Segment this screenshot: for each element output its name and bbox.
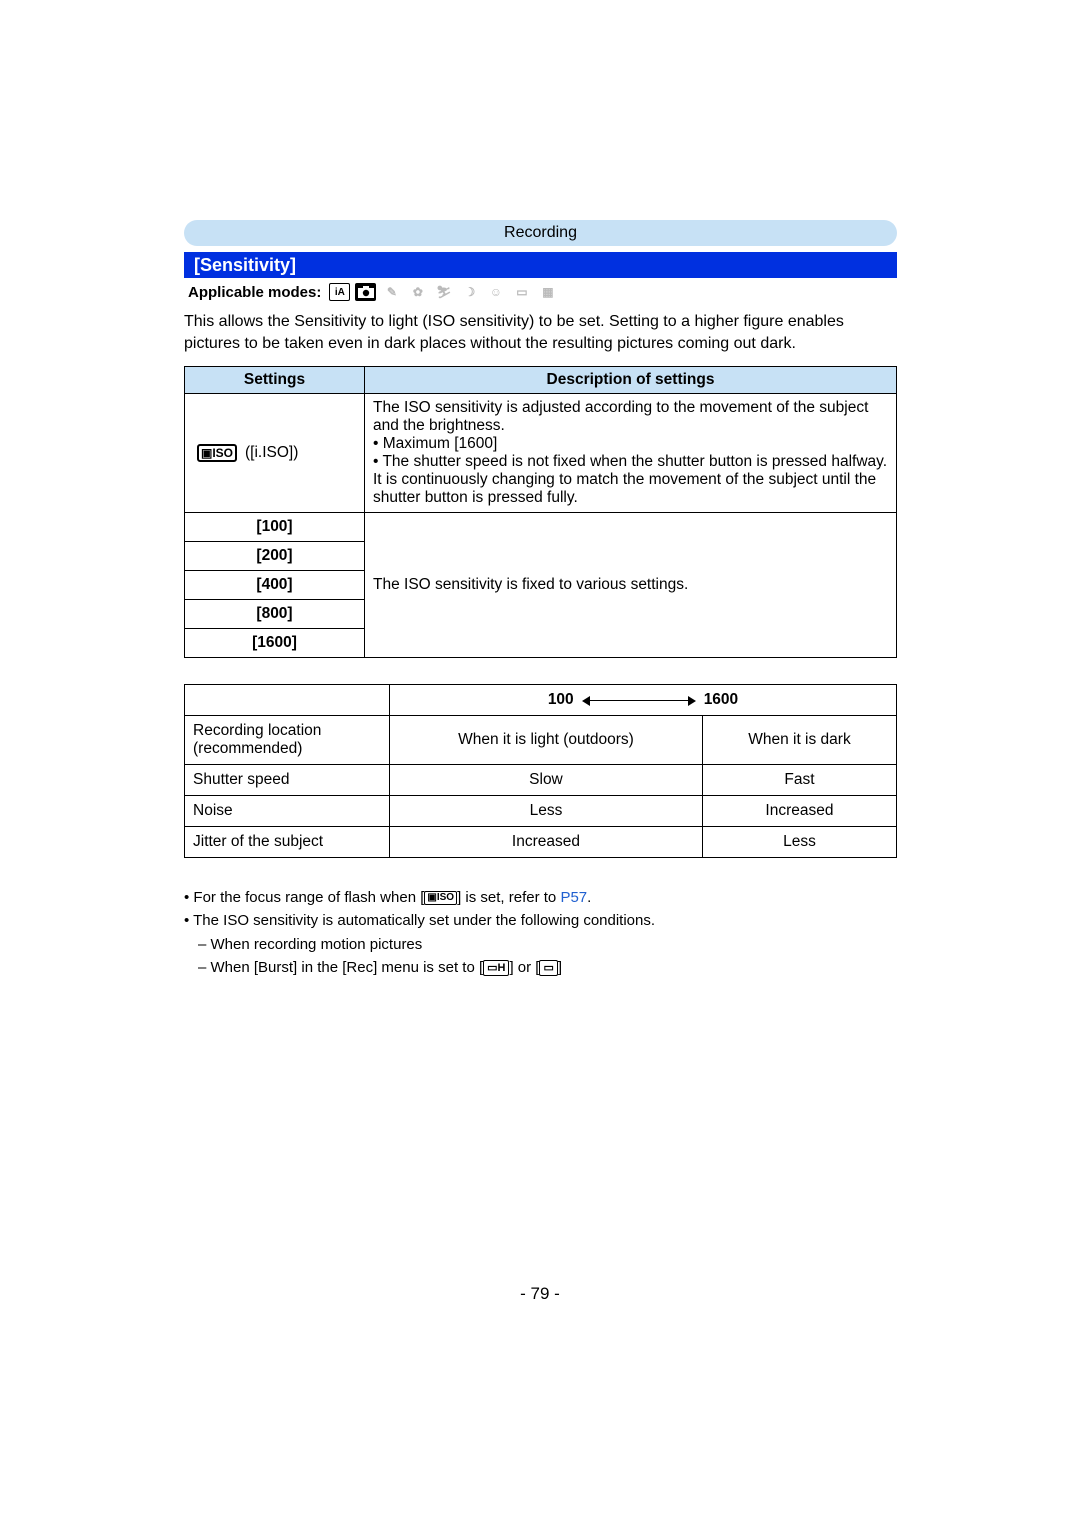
iiso-desc: The ISO sensitivity is adjusted accordin…: [365, 394, 897, 513]
mode-night-icon: ☽: [459, 283, 480, 301]
n2b-post: ]: [558, 959, 562, 976]
arrow-header: 100 1600: [390, 685, 897, 716]
n1-post: .: [587, 889, 591, 906]
row-jitter-low: Increased: [390, 827, 703, 858]
row-noise-high: Increased: [702, 796, 896, 827]
title-text: [Sensitivity]: [194, 255, 296, 276]
note-2: • The ISO sensitivity is automatically s…: [184, 909, 897, 932]
row-1600: [1600]: [185, 629, 365, 658]
row-800: [800]: [185, 600, 365, 629]
n1-pre: • For the focus range of flash when [: [184, 889, 424, 906]
comparison-table: 100 1600 Recording location (recommended…: [184, 684, 897, 858]
note-2b: – When [Burst] in the [Rec] menu is set …: [184, 956, 897, 979]
mode-panorama-icon: ▭: [511, 283, 532, 301]
n1-mid: ] is set, refer to: [457, 889, 560, 906]
fixed-desc: The ISO sensitivity is fixed to various …: [365, 513, 897, 658]
note-1: • For the focus range of flash when [▣IS…: [184, 886, 897, 909]
mode-sports-icon: ⛷: [433, 283, 454, 301]
modes-label: Applicable modes:: [188, 284, 321, 301]
row-noise-low: Less: [390, 796, 703, 827]
n1-link[interactable]: P57: [560, 889, 587, 906]
page-number: - 79 -: [0, 1284, 1080, 1304]
row-400: [400]: [185, 571, 365, 600]
n1-icon: ▣ISO: [424, 891, 457, 905]
row-iiso: ▣ISO ([i.ISO]): [185, 394, 365, 513]
row-shutter-label: Shutter speed: [185, 765, 390, 796]
row-jitter-label: Jitter of the subject: [185, 827, 390, 858]
burst-icon-2: ▭: [539, 960, 557, 976]
row-loc-high: When it is dark: [702, 716, 896, 765]
arrow-line: [584, 700, 694, 701]
mode-camera-icon: [355, 283, 376, 301]
row-shutter-low: Slow: [390, 765, 703, 796]
settings-table: Settings Description of settings ▣ISO ([…: [184, 366, 897, 658]
row-100: [100]: [185, 513, 365, 542]
th-description: Description of settings: [365, 367, 897, 394]
iiso-desc-l0: The ISO sensitivity is adjusted accordin…: [373, 399, 888, 435]
mode-ia-icon: iA: [329, 283, 350, 301]
row-shutter-high: Fast: [702, 765, 896, 796]
mode-creative-icon: ✎: [381, 283, 402, 301]
arrow-right-val: 1600: [704, 691, 738, 709]
page-content: Recording [Sensitivity] Applicable modes…: [184, 220, 897, 979]
mode-scenery-icon: ✿: [407, 283, 428, 301]
iiso-desc-l1: • Maximum [1600]: [373, 435, 888, 453]
section-label: Recording: [504, 224, 577, 242]
blank-cell: [185, 685, 390, 716]
n2b-mid: ] or [: [509, 959, 539, 976]
mode-portrait-icon: ☺: [485, 283, 506, 301]
note-2a: – When recording motion pictures: [184, 933, 897, 956]
row-loc-low: When it is light (outdoors): [390, 716, 703, 765]
row-loc-label: Recording location (recommended): [185, 716, 390, 765]
intro-text: This allows the Sensitivity to light (IS…: [184, 311, 897, 354]
burst-icon-1: ▭H: [483, 960, 509, 976]
section-header: Recording: [184, 220, 897, 246]
arrow-left-val: 100: [548, 691, 574, 709]
n2b-pre: – When [Burst] in the [Rec] menu is set …: [198, 959, 483, 976]
title-bar: [Sensitivity]: [184, 252, 897, 278]
iiso-desc-l2: • The shutter speed is not fixed when th…: [373, 453, 888, 507]
notes-block: • For the focus range of flash when [▣IS…: [184, 886, 897, 979]
row-jitter-high: Less: [702, 827, 896, 858]
row-200: [200]: [185, 542, 365, 571]
mode-3d-icon: ▦: [537, 283, 558, 301]
row-noise-label: Noise: [185, 796, 390, 827]
iiso-icon: ▣ISO: [197, 444, 237, 462]
iiso-label: ([i.ISO]): [245, 444, 298, 462]
th-settings: Settings: [185, 367, 365, 394]
applicable-modes: Applicable modes: iA ✎ ✿ ⛷ ☽ ☺ ▭ ▦: [184, 283, 897, 301]
